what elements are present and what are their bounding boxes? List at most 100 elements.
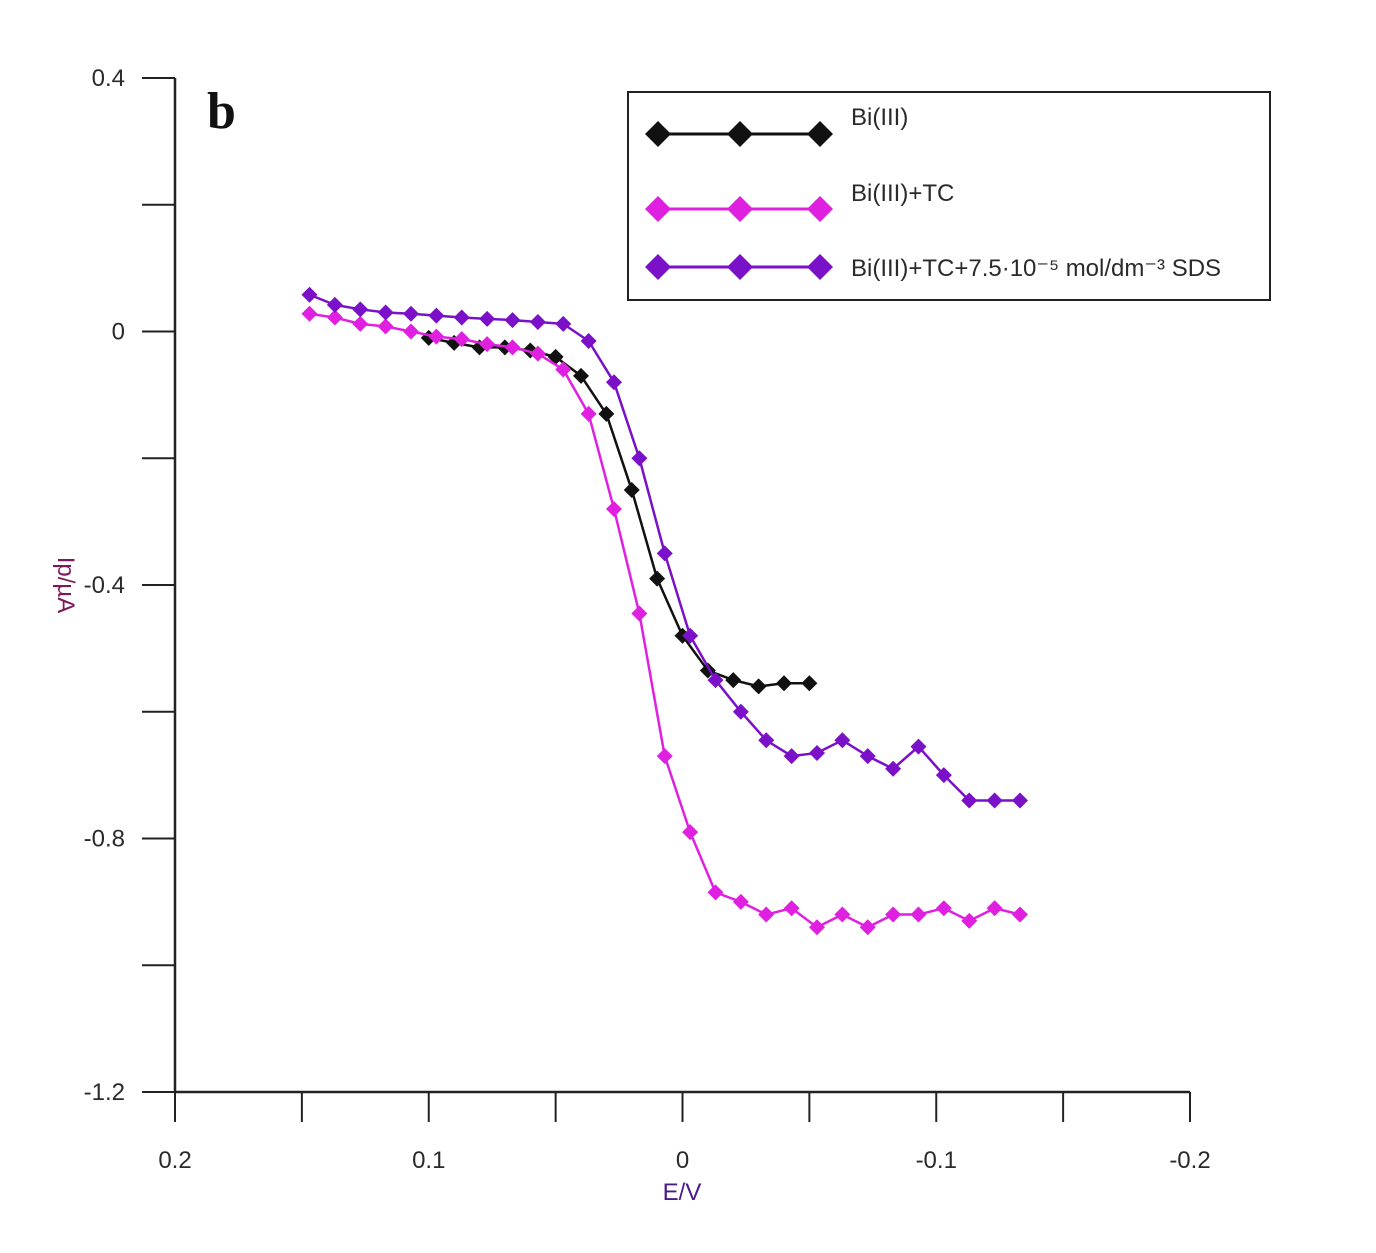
legend-marker — [807, 121, 833, 147]
axes: 0.4 0 -0.4 -0.8 -1.2 0.2 0.1 0 -0.1 -0.2 — [84, 65, 1211, 1174]
data-point — [631, 450, 648, 467]
y-tick-label: -0.8 — [84, 826, 125, 853]
data-point — [453, 331, 470, 348]
y-tick-label: 0.4 — [92, 65, 125, 92]
data-point — [1011, 792, 1028, 809]
legend-marker — [807, 196, 833, 222]
x-axis-title: E/V — [663, 1179, 702, 1206]
data-point — [707, 672, 724, 689]
y-tick-label: -0.4 — [84, 572, 125, 599]
data-point — [352, 315, 369, 332]
legend: Bi(III) Bi(III)+TC Bi(III)+TC+7.5·10⁻⁵ mol… — [627, 91, 1271, 301]
data-point — [352, 301, 369, 318]
data-point — [885, 906, 902, 923]
legend-entry: Bi(III)+TC+7.5·10⁻⁵ mol/dm⁻³ SDS — [645, 254, 1221, 282]
data-point — [504, 339, 521, 356]
data-point — [656, 545, 673, 562]
data-point — [605, 374, 622, 391]
series-layer — [301, 286, 1028, 936]
data-point — [859, 748, 876, 765]
x-tick-label: -0.1 — [916, 1147, 957, 1174]
data-point — [910, 738, 927, 755]
legend-marker — [645, 254, 671, 280]
data-point — [732, 893, 749, 910]
data-point — [573, 367, 589, 384]
panel-label: b — [207, 83, 236, 140]
data-point — [961, 912, 978, 929]
data-point — [935, 900, 952, 917]
legend-label: Bi(III) — [851, 104, 908, 131]
data-point — [453, 309, 470, 326]
data-point — [707, 884, 724, 901]
data-point — [649, 570, 666, 587]
y-axis-title: Ip/µA — [52, 557, 79, 614]
data-point — [986, 792, 1003, 809]
legend-marker — [727, 254, 753, 280]
data-point — [834, 732, 851, 749]
data-point — [859, 919, 876, 936]
data-point — [428, 307, 445, 324]
data-point — [783, 748, 800, 765]
data-point — [801, 675, 818, 692]
data-point — [479, 336, 496, 353]
y-tick-label: 0 — [112, 319, 125, 346]
data-point — [758, 732, 775, 749]
legend-entry: Bi(III) — [645, 104, 908, 147]
data-point — [656, 748, 673, 765]
legend-label: Bi(III)+TC+7.5·10⁻⁵ mol/dm⁻³ SDS — [851, 255, 1221, 282]
data-point — [555, 361, 572, 378]
x-tick-label: -0.2 — [1169, 1147, 1210, 1174]
legend-entry: Bi(III)+TC — [645, 180, 954, 222]
data-point — [986, 900, 1003, 917]
data-point — [529, 345, 546, 362]
series-1 — [301, 305, 1028, 936]
data-point — [961, 792, 978, 809]
x-tick-label: 0.1 — [412, 1147, 445, 1174]
data-point — [935, 767, 952, 784]
legend-marker — [727, 196, 753, 222]
data-point — [402, 323, 419, 340]
y-tick-label: -1.2 — [84, 1079, 125, 1106]
data-point — [580, 405, 597, 422]
data-point — [428, 328, 445, 345]
data-point — [377, 318, 394, 335]
data-point — [910, 906, 927, 923]
data-point — [725, 672, 742, 689]
data-point — [529, 313, 546, 330]
x-tick-label: 0 — [676, 1147, 689, 1174]
data-point — [783, 900, 800, 917]
data-point — [808, 919, 825, 936]
data-point — [402, 305, 419, 322]
data-point — [682, 627, 699, 644]
legend-marker — [645, 196, 671, 222]
data-point — [555, 315, 572, 332]
data-point — [377, 304, 394, 321]
data-point — [504, 312, 521, 329]
series-line — [309, 312, 1021, 929]
data-point — [605, 500, 622, 517]
legend-label: Bi(III)+TC — [851, 180, 954, 207]
data-point — [732, 703, 749, 720]
legend-marker — [727, 121, 753, 147]
data-point — [776, 675, 792, 692]
legend-marker — [645, 121, 671, 147]
x-tick-label: 0.2 — [158, 1147, 191, 1174]
data-point — [682, 824, 699, 841]
data-point — [301, 286, 318, 303]
data-point — [758, 906, 775, 923]
data-point — [326, 309, 343, 326]
data-point — [808, 744, 825, 761]
data-point — [623, 481, 640, 498]
data-point — [479, 310, 496, 327]
legend-marker — [807, 254, 833, 280]
series-2 — [301, 286, 1028, 809]
data-point — [750, 678, 767, 695]
data-point — [301, 305, 318, 322]
data-point — [598, 405, 615, 422]
data-point — [631, 605, 648, 622]
data-point — [580, 333, 597, 350]
data-point — [326, 296, 343, 313]
data-point — [885, 760, 902, 777]
